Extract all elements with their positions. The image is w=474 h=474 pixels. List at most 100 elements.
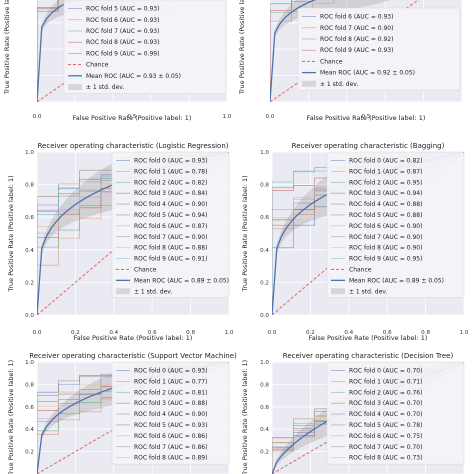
legend-label: ROC fold 8 (AUC = 0.93) (86, 39, 159, 46)
legend-label: ROC fold 6 (AUC = 0.86) (134, 433, 207, 440)
legend-label: ROC fold 6 (AUC = 0.75) (349, 433, 422, 440)
mean-roc-curve (270, 0, 317, 102)
y-tick-label: 1.0 (260, 360, 269, 366)
legend-label: ROC fold 8 (AUC = 0.88) (134, 245, 207, 252)
panel-title: Receiver operating characteristic (Suppo… (29, 352, 237, 360)
legend-label: ROC fold 9 (AUC = 0.91) (134, 256, 207, 263)
legend: ROC fold 5 (AUC = 0.93) ROC fold 6 (AUC =… (63, 0, 227, 94)
legend-label: ROC fold 5 (AUC = 0.94) (134, 212, 207, 219)
y-tick-label: 0.8 (260, 183, 269, 189)
legend-label: ROC fold 4 (AUC = 0.88) (349, 201, 422, 208)
legend-swatch-band (302, 80, 316, 87)
y-tick-label: 0.4 (260, 248, 269, 254)
legend-label: ROC fold 3 (AUC = 0.70) (349, 400, 422, 407)
y-tick-label: 0.0 (25, 313, 34, 319)
y-tick-label: 0.6 (25, 215, 34, 221)
legend-label: ± 1 std. dev. (320, 81, 358, 88)
legend-box (111, 361, 230, 465)
y-tick-label: 1.0 (25, 360, 34, 366)
legend-label: ROC fold 8 (AUC = 0.92) (320, 36, 393, 43)
legend-label: ROC fold 3 (AUC = 0.88) (134, 400, 207, 407)
std-dev-band (37, 152, 229, 315)
std-dev-band (272, 152, 464, 315)
legend-label: Mean ROC (AUC = 0.89 ± 0.05) (134, 277, 229, 284)
legend-box (326, 361, 465, 465)
legend-label: ROC fold 1 (AUC = 0.87) (349, 168, 422, 175)
y-axis-label: True Positive Rate (Positive label: 1) (7, 360, 15, 474)
legend-label: ROC fold 1 (AUC = 0.78) (134, 168, 207, 175)
legend-label: Mean ROC (AUC = 0.89 ± 0.05) (349, 277, 444, 284)
legend-label: ROC fold 0 (AUC = 0.93) (134, 367, 207, 374)
panel-title: Receiver operating characteristic (Decis… (283, 352, 454, 360)
y-axis-label: True Positive Rate (Positive label: 1) (7, 175, 15, 292)
legend-label: ROC fold 4 (AUC = 0.70) (349, 411, 422, 418)
legend-label: ROC fold 2 (AUC = 0.76) (349, 389, 422, 396)
x-tick-label: 0.0 (266, 114, 275, 120)
legend-label: ROC fold 6 (AUC = 0.93) (86, 17, 159, 24)
roc-fold-curve (37, 0, 59, 102)
y-tick-label: 1.0 (25, 150, 34, 156)
roc-panel-2: Receiver operating characteristic (Logis… (7, 142, 234, 342)
legend-label: ROC fold 9 (AUC = 0.95) (349, 256, 422, 263)
roc-panel-3: Receiver operating characteristic (Baggi… (241, 142, 469, 342)
legend-label: ROC fold 3 (AUC = 0.94) (349, 190, 422, 197)
legend-swatch-band (68, 84, 82, 90)
legend-label: ROC fold 0 (AUC = 0.93) (134, 157, 207, 164)
x-tick-label: 0.4 (109, 330, 118, 336)
x-tick-label: 0.2 (71, 330, 80, 336)
legend-label: Mean ROC (AUC = 0.93 ± 0.05) (86, 73, 181, 80)
legend-label: ROC fold 1 (AUC = 0.77) (134, 378, 207, 385)
legend-label: ROC fold 7 (AUC = 0.90) (134, 234, 207, 241)
y-tick-label: 0.6 (260, 215, 269, 221)
y-axis-label: True Positive Rate (Positive label: 1) (3, 0, 11, 95)
roc-panel-4: Receiver operating characteristic (Suppo… (7, 352, 237, 474)
x-axis-label: False Positive Rate (Positive label: 1) (74, 334, 193, 342)
legend-label: ± 1 std. dev. (134, 288, 172, 295)
legend-label: ROC fold 7 (AUC = 0.90) (349, 234, 422, 241)
legend-box (326, 151, 465, 298)
y-tick-label: 0.2 (25, 280, 34, 286)
legend-label: ROC fold 8 (AUC = 0.89) (134, 455, 207, 462)
legend-label: ROC fold 8 (AUC = 0.90) (349, 245, 422, 252)
legend-label: ROC fold 5 (AUC = 0.93) (134, 422, 207, 429)
y-tick-label: 0.2 (260, 280, 269, 286)
legend: ROC fold 0 (AUC = 0.93) ROC fold 1 (AUC =… (111, 151, 230, 298)
x-tick-label: 0.8 (421, 330, 430, 336)
y-tick-label: 0.2 (25, 450, 34, 456)
y-tick-label: 0.6 (260, 405, 269, 411)
x-tick-label: 0.0 (33, 114, 42, 120)
legend-box (111, 151, 230, 298)
x-tick-label: 0.4 (344, 330, 353, 336)
legend-label: ± 1 std. dev. (86, 84, 124, 91)
legend-label: ROC fold 7 (AUC = 0.70) (349, 444, 422, 451)
y-tick-label: 0.8 (25, 382, 34, 388)
legend: ROC fold 0 (AUC = 0.82) ROC fold 1 (AUC =… (326, 151, 465, 298)
x-tick-label: 0.6 (148, 330, 157, 336)
legend-label: ROC fold 6 (AUC = 0.93) (320, 14, 393, 21)
x-tick-label: 0.0 (33, 330, 42, 336)
legend-label: ROC fold 6 (AUC = 0.87) (134, 223, 207, 230)
legend-label: ROC fold 9 (AUC = 0.99) (86, 50, 159, 57)
x-tick-label: 0.8 (186, 330, 195, 336)
legend-label: ROC fold 7 (AUC = 0.93) (86, 28, 159, 35)
y-tick-label: 1.0 (260, 150, 269, 156)
x-tick-label: 0.6 (383, 330, 392, 336)
legend-label: Chance (134, 266, 157, 273)
legend-label: ROC fold 3 (AUC = 0.84) (134, 190, 207, 197)
x-axis-label: False Positive Rate (Positive label: 1) (307, 114, 426, 122)
x-axis-label: False Positive Rate (Positive label: 1) (309, 334, 428, 342)
x-tick-label: 0.5 (362, 114, 371, 120)
legend: ROC fold 0 (AUC = 0.93) ROC fold 1 (AUC =… (111, 361, 230, 465)
legend-label: ROC fold 9 (AUC = 0.93) (320, 47, 393, 54)
legend-label: ROC fold 7 (AUC = 0.90) (320, 25, 393, 32)
x-tick-label: 1.0 (225, 330, 234, 336)
y-tick-label: 0.8 (260, 382, 269, 388)
legend: ROC fold 0 (AUC = 0.70) ROC fold 1 (AUC =… (326, 361, 465, 465)
x-tick-label: 0.0 (268, 330, 277, 336)
legend-label: ROC fold 2 (AUC = 0.81) (134, 389, 207, 396)
y-tick-label: 0.6 (25, 405, 34, 411)
legend-label: ROC fold 7 (AUC = 0.86) (134, 444, 207, 451)
y-axis-label: True Positive Rate (Positive label: 1) (238, 0, 246, 95)
